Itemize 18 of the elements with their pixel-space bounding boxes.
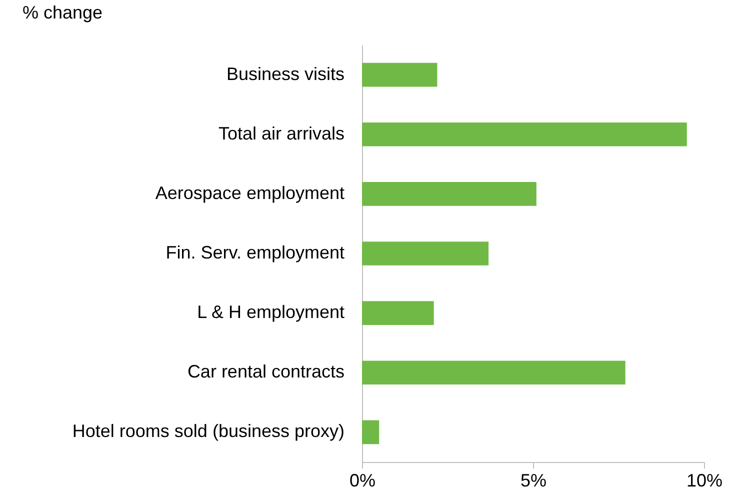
x-axis-title: % change: [22, 2, 103, 22]
bar: [362, 360, 626, 385]
y-tick-label: Aerospace employment: [155, 182, 344, 203]
x-tick-label: 0%: [349, 470, 376, 490]
bar: [362, 182, 536, 206]
y-tick-label: Hotel rooms sold (business proxy): [72, 421, 344, 442]
bar: [362, 420, 380, 444]
x-tick-label: 10%: [686, 470, 723, 490]
y-tick-label: Business visits: [226, 64, 344, 84]
y-tick-label: Car rental contracts: [187, 362, 344, 382]
x-tick-label: 5%: [520, 470, 547, 490]
bar: [362, 242, 489, 266]
bar: [362, 122, 687, 146]
y-tick-label: Total air arrivals: [218, 123, 344, 144]
bar: [362, 62, 438, 87]
bar: [362, 301, 434, 325]
y-tick-label: Fin. Serv. employment: [166, 242, 344, 262]
y-tick-label: L & H employment: [197, 302, 344, 322]
